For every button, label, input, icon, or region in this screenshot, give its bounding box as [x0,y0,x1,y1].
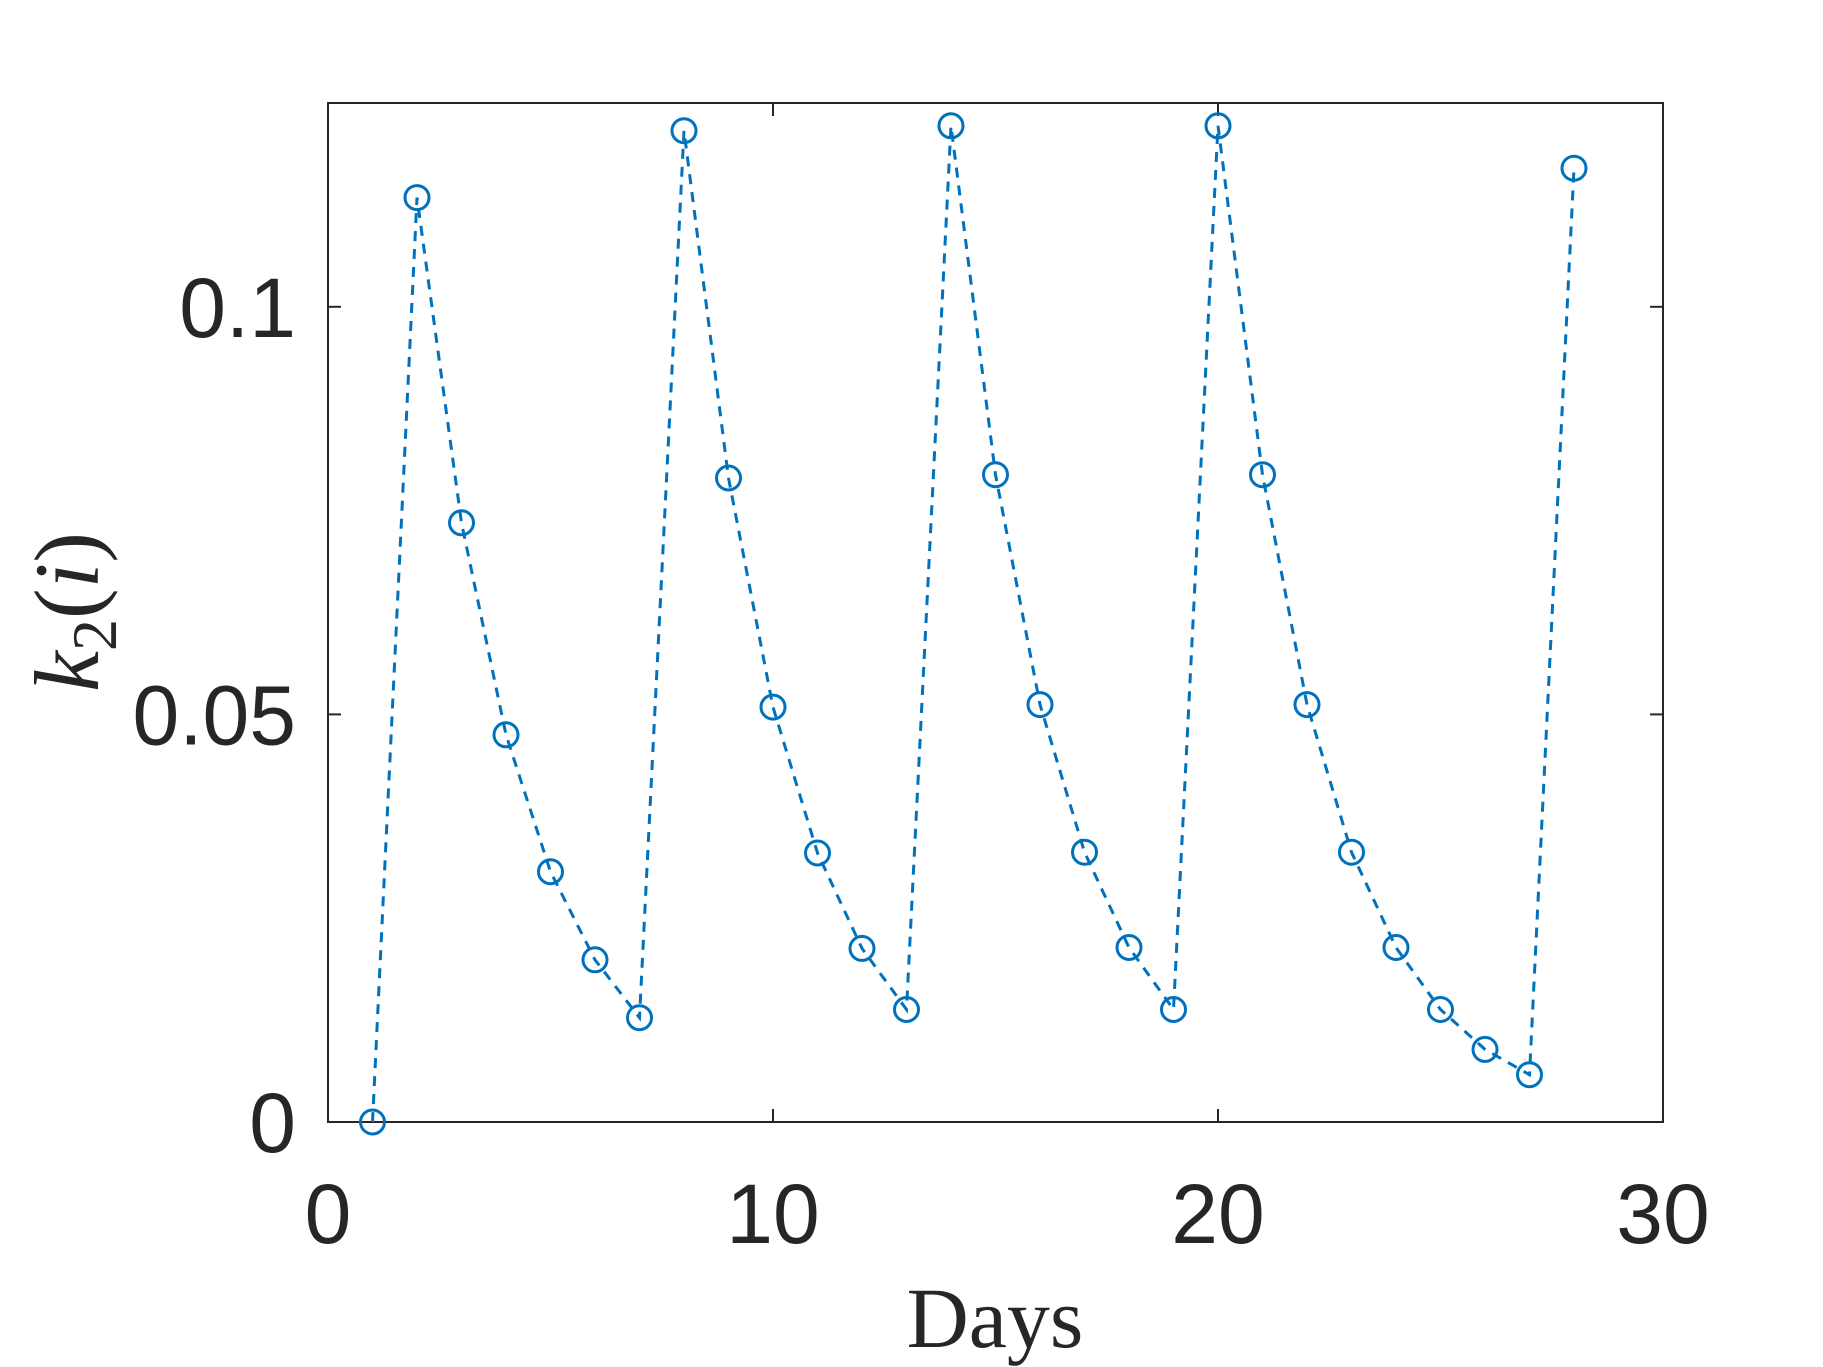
data-series [359,112,1588,1136]
data-point-marker [937,112,965,140]
data-point-marker [1160,996,1187,1023]
data-point-marker [982,461,1009,489]
data-point-marker [1338,838,1365,866]
data-point-marker [1471,1035,1499,1063]
x-tick-label: 0 [305,1167,352,1261]
data-point-marker [1071,838,1098,866]
data-point-marker [1293,691,1321,719]
y-axis-label-close-paren: ) [16,532,118,563]
data-point-marker [1026,691,1054,719]
y-axis-label-group: k2(i) [16,532,130,692]
y-axis-label: k2(i) [16,532,130,692]
data-point-marker [1560,154,1588,182]
data-point-marker [1115,934,1143,961]
y-tick-label: 0 [249,1076,296,1170]
axis-tick-labels: 0 10 20 30 0 0.05 0.1 [133,261,1710,1261]
data-point-marker [448,509,475,537]
data-point-marker [1249,461,1276,489]
data-point-marker [1382,934,1410,961]
data-point-marker [759,693,787,721]
y-axis-label-argument: i [16,563,118,589]
y-axis-label-base: k [16,649,118,692]
data-point-marker [893,996,920,1023]
data-point-marker [715,464,742,492]
data-point-marker [848,934,876,962]
y-tick-label: 0.1 [179,261,296,355]
data-point-marker [1516,1061,1543,1089]
series-line [371,125,1576,1123]
data-point-marker [359,1108,386,1136]
x-tick-label: 30 [1616,1167,1709,1261]
data-point-marker [492,721,520,749]
x-tick-label: 20 [1171,1167,1264,1261]
data-point-marker [537,858,564,886]
data-point-marker [804,839,831,867]
x-axis-label: Days [907,1270,1084,1366]
data-point-marker [670,117,698,145]
y-axis-label-subscript: 2 [59,619,130,651]
plot-area [327,102,1664,1123]
y-axis-label-open-paren: ( [16,588,118,619]
axis-ticks [327,103,1664,1123]
data-point-marker [1427,996,1454,1023]
data-point-marker [581,946,609,974]
x-tick-label: 10 [726,1167,819,1261]
data-point-marker [626,1004,653,1032]
data-point-marker [1204,112,1232,140]
data-point-marker [403,184,431,212]
y-tick-label: 0.05 [133,668,297,762]
